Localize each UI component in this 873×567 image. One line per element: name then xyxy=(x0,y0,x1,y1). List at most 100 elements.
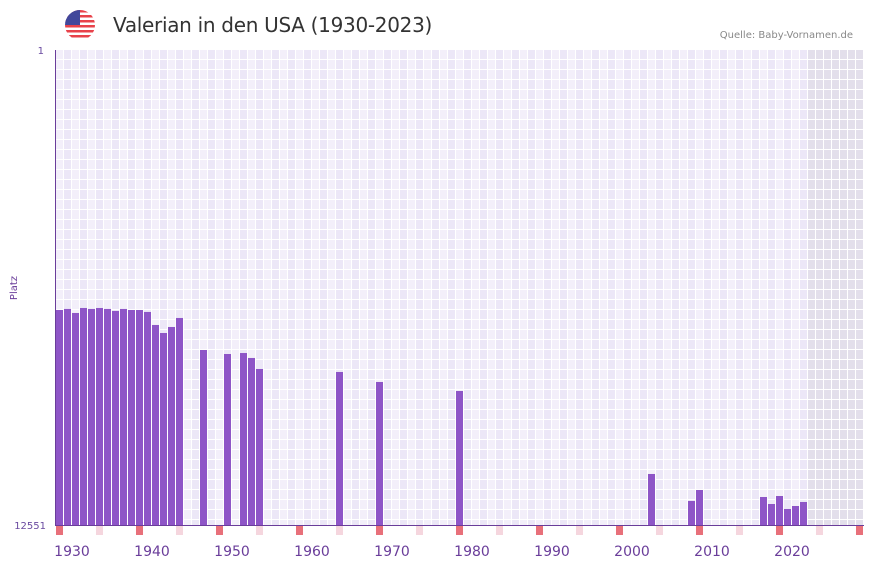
grid-cell xyxy=(752,80,759,89)
grid-cell xyxy=(304,520,311,525)
grid-cell xyxy=(568,230,575,239)
grid-cell xyxy=(496,290,503,299)
bar-1936[interactable] xyxy=(104,308,111,525)
grid-cell xyxy=(472,240,479,249)
grid-cell xyxy=(808,420,815,429)
grid-cell xyxy=(272,210,279,219)
grid-cell xyxy=(752,420,759,429)
grid-cell xyxy=(680,110,687,119)
grid-cell xyxy=(432,200,439,209)
grid-cell xyxy=(432,110,439,119)
bar-1951[interactable] xyxy=(224,354,231,525)
bar-2019[interactable] xyxy=(768,503,775,525)
grid-cell xyxy=(560,100,567,109)
grid-cell xyxy=(200,230,207,239)
bar-1937[interactable] xyxy=(112,310,119,525)
bar-1940[interactable] xyxy=(136,309,143,525)
bar-1954[interactable] xyxy=(248,357,255,525)
grid-cell xyxy=(720,520,727,525)
bar-1942[interactable] xyxy=(152,324,159,525)
bar-2018[interactable] xyxy=(760,496,767,525)
grid-cell xyxy=(504,360,511,369)
grid-cell xyxy=(616,140,623,149)
bar-1933[interactable] xyxy=(80,307,87,525)
grid-cell xyxy=(104,240,111,249)
grid-cell xyxy=(88,120,95,129)
bar-1941[interactable] xyxy=(144,311,151,525)
bar-1932[interactable] xyxy=(72,312,79,525)
grid-cell xyxy=(576,300,583,309)
bar-2009[interactable] xyxy=(688,500,695,525)
grid-cell xyxy=(792,430,799,439)
grid-cell xyxy=(592,80,599,89)
grid-cell xyxy=(360,370,367,379)
bar-2021[interactable] xyxy=(784,508,791,525)
bar-1931[interactable] xyxy=(64,308,71,525)
bar-1939[interactable] xyxy=(128,309,135,525)
grid-cell xyxy=(536,120,543,129)
bar-1943[interactable] xyxy=(160,332,167,525)
bar-1948[interactable] xyxy=(200,349,207,525)
grid-cell xyxy=(320,170,327,179)
grid-cell xyxy=(808,150,815,159)
source-link[interactable]: Quelle: Baby-Vornamen.de xyxy=(719,30,853,41)
grid-cell xyxy=(104,280,111,289)
grid-cell xyxy=(768,100,775,109)
grid-cell xyxy=(640,270,647,279)
grid-cell xyxy=(224,270,231,279)
grid-cell xyxy=(784,240,791,249)
grid-cell xyxy=(776,70,783,79)
bar-1953[interactable] xyxy=(240,353,247,525)
grid-cell xyxy=(640,490,647,499)
grid-cell xyxy=(664,500,671,509)
grid-cell xyxy=(792,410,799,419)
year-marker xyxy=(136,526,143,535)
grid-cell xyxy=(96,230,103,239)
bar-2004[interactable] xyxy=(648,473,655,525)
grid-cell xyxy=(520,210,527,219)
grid-cell xyxy=(760,300,767,309)
bar-1944[interactable] xyxy=(168,326,175,525)
grid-cell xyxy=(784,400,791,409)
grid-cell xyxy=(584,200,591,209)
grid-cell xyxy=(272,280,279,289)
bar-1935[interactable] xyxy=(96,307,103,525)
grid-cell xyxy=(584,400,591,409)
grid-cell xyxy=(488,150,495,159)
bar-1955[interactable] xyxy=(256,368,263,525)
grid-cell xyxy=(424,90,431,99)
bar-1970[interactable] xyxy=(376,381,383,525)
grid-cell xyxy=(608,200,615,209)
bar-1945[interactable] xyxy=(176,317,183,525)
grid-cell xyxy=(840,390,847,399)
grid-cell xyxy=(80,180,87,189)
bar-1938[interactable] xyxy=(120,308,127,525)
grid-cell xyxy=(240,190,247,199)
grid-cell xyxy=(760,390,767,399)
grid-cell xyxy=(624,130,631,139)
bar-2020[interactable] xyxy=(776,496,783,525)
bar-1965[interactable] xyxy=(336,371,343,525)
grid-cell xyxy=(216,190,223,199)
bar-1934[interactable] xyxy=(88,308,95,525)
grid-cell xyxy=(408,450,415,459)
grid-cell xyxy=(464,480,471,489)
grid-cell xyxy=(136,150,143,159)
grid-cell xyxy=(680,250,687,259)
bar-1930[interactable] xyxy=(56,309,63,525)
grid-cell xyxy=(272,400,279,409)
grid-cell xyxy=(600,430,607,439)
grid-cell xyxy=(232,310,239,319)
grid-cell xyxy=(448,360,455,369)
bar-2010[interactable] xyxy=(696,489,703,525)
bar-1980[interactable] xyxy=(456,390,463,525)
grid-cell xyxy=(808,220,815,229)
grid-cell xyxy=(96,70,103,79)
bar-2022[interactable] xyxy=(792,506,799,525)
grid-cell xyxy=(744,220,751,229)
grid-cell xyxy=(816,60,823,69)
bar-2023[interactable] xyxy=(800,501,807,525)
grid-cell xyxy=(280,50,287,59)
grid-cell xyxy=(616,410,623,419)
grid-cell xyxy=(320,370,327,379)
